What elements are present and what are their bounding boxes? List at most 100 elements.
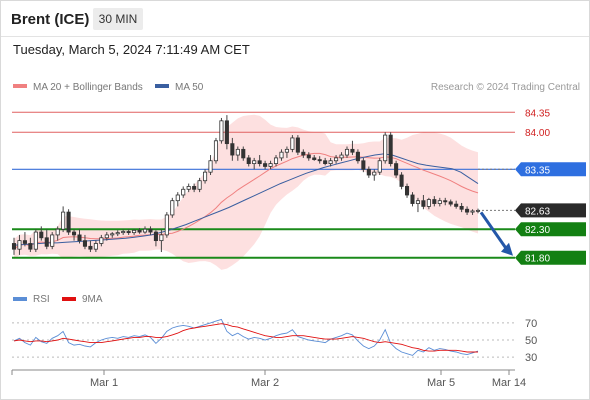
candle (465, 206, 470, 215)
candle-body (66, 211, 71, 233)
candle (11, 237, 17, 255)
level-tag-support (515, 222, 586, 237)
rsi-series-rsi (13, 318, 479, 356)
candle-body (175, 194, 180, 202)
candle (61, 206, 66, 233)
candle-body (192, 186, 197, 190)
candle (383, 132, 388, 164)
research-credit: Research © 2024 Trading Central (431, 82, 580, 93)
candle-body (235, 148, 240, 156)
candle (443, 197, 448, 206)
candle-body (268, 163, 273, 167)
candle-body (72, 231, 77, 236)
candle (339, 152, 344, 161)
candle-body (323, 160, 328, 165)
chart-header: Brent (ICE) 30 MIN (1, 1, 589, 37)
candle-body (99, 237, 104, 244)
candle-body (224, 120, 229, 145)
candle-body (295, 137, 300, 153)
candle-body (470, 210, 475, 213)
candle (126, 229, 131, 235)
candle-body (17, 240, 22, 250)
candle-body (241, 148, 246, 159)
rsi-legend-label: RSI (33, 294, 50, 305)
candle-body (448, 201, 453, 205)
candle-body (115, 232, 120, 235)
candle-body (197, 180, 202, 190)
price-legend: MA 20 + Bollinger Bands MA 50 (13, 82, 204, 93)
candle (181, 186, 186, 198)
candle (241, 146, 246, 161)
level-tag-target (515, 250, 586, 265)
candle (366, 166, 371, 178)
candle (104, 232, 109, 241)
candle-body (404, 186, 410, 196)
candle-body (317, 159, 322, 162)
candle (203, 169, 208, 184)
candle-body (170, 200, 175, 216)
price-levels (12, 111, 515, 259)
candle-body (28, 243, 33, 250)
level-tag-last (515, 203, 586, 218)
candle (213, 137, 219, 164)
candle-body (361, 160, 366, 170)
candle (268, 160, 273, 170)
candle-body (273, 157, 279, 165)
candle (219, 117, 224, 144)
candle-body (164, 214, 169, 236)
time-tick-label: Mar 5 (427, 377, 455, 389)
instrument-title: Brent (ICE) (11, 11, 90, 28)
candle (252, 157, 257, 170)
candle-body (50, 234, 55, 247)
candle (426, 197, 431, 210)
candle-body (230, 143, 235, 156)
candle-body (459, 205, 464, 210)
candle (153, 230, 158, 247)
rsi-legend-swatch (13, 297, 27, 301)
candle (235, 146, 240, 161)
projection-arrow-shaft (479, 211, 509, 251)
candle-body (350, 148, 355, 153)
rsi-series-9ma (13, 323, 478, 353)
timeframe-badge[interactable]: 30 MIN (93, 8, 143, 30)
candle-body (44, 237, 49, 247)
level-label-resistance: 84.00 (525, 128, 550, 139)
candle-body (55, 228, 60, 236)
candle (312, 155, 317, 161)
level-label-support: 82.30 (525, 225, 550, 236)
candle (224, 115, 229, 150)
candle (355, 149, 360, 164)
candle-body (257, 160, 262, 165)
candle-body (432, 199, 437, 204)
candle-body (246, 157, 251, 165)
candle (475, 208, 481, 214)
candle-body (88, 245, 93, 250)
candle-body (339, 154, 344, 159)
candle-body (454, 203, 459, 207)
candle-body (213, 140, 219, 162)
header-divider (1, 36, 589, 37)
candle (99, 234, 104, 247)
candle-body (208, 160, 213, 173)
candle-body (415, 200, 420, 204)
candle (121, 229, 126, 235)
candle (246, 155, 251, 167)
candle (421, 194, 426, 210)
candle (164, 212, 169, 238)
level-label-ma50: 83.35 (525, 165, 550, 176)
candle (361, 157, 366, 173)
candle-body (426, 199, 431, 207)
candle (301, 149, 306, 158)
candle (295, 135, 300, 156)
candle-body (181, 188, 186, 196)
candle-body (290, 137, 295, 150)
candle (273, 155, 279, 167)
candle-body (301, 151, 306, 156)
candle (186, 183, 191, 193)
candle (263, 160, 268, 170)
candle (55, 226, 60, 241)
candle-body (312, 157, 317, 161)
candle (17, 234, 22, 255)
candle-body (334, 157, 339, 162)
